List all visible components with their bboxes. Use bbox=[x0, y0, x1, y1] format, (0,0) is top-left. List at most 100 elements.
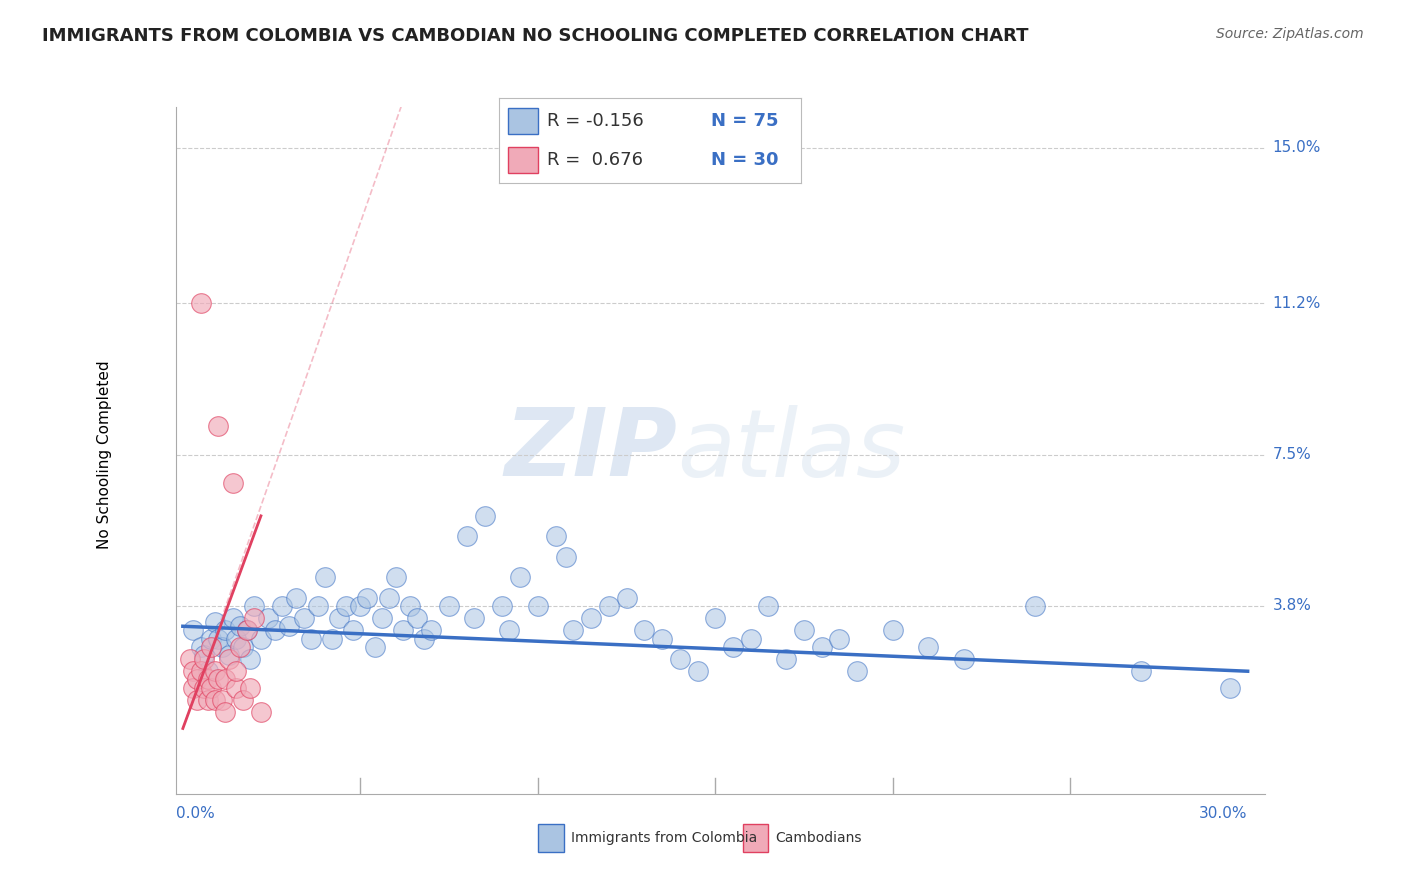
Point bbox=[292, 611, 315, 625]
Point bbox=[190, 640, 212, 654]
Text: R = -0.156: R = -0.156 bbox=[547, 112, 644, 130]
Point bbox=[232, 640, 254, 654]
Point bbox=[271, 599, 294, 613]
Text: N = 30: N = 30 bbox=[710, 151, 779, 169]
Point bbox=[437, 599, 460, 613]
Point bbox=[200, 681, 222, 695]
Point bbox=[197, 693, 219, 707]
Point bbox=[285, 591, 308, 605]
Text: R =  0.676: R = 0.676 bbox=[547, 151, 644, 169]
Point bbox=[740, 632, 762, 646]
Point bbox=[377, 591, 399, 605]
Text: N = 75: N = 75 bbox=[710, 112, 779, 130]
Text: 0.0%: 0.0% bbox=[176, 806, 215, 822]
Point bbox=[225, 664, 247, 679]
Point bbox=[828, 632, 851, 646]
Point bbox=[235, 624, 257, 638]
Point bbox=[264, 624, 287, 638]
Point bbox=[1219, 681, 1241, 695]
Point bbox=[278, 619, 301, 633]
Point bbox=[616, 591, 638, 605]
Point bbox=[204, 664, 226, 679]
Point bbox=[207, 673, 229, 687]
Point bbox=[704, 611, 727, 625]
Point bbox=[509, 570, 531, 584]
Bar bbox=[508, 147, 538, 173]
Point bbox=[218, 652, 240, 666]
Point bbox=[917, 640, 939, 654]
Point bbox=[392, 624, 415, 638]
Text: No Schooling Completed: No Schooling Completed bbox=[97, 360, 112, 549]
Point bbox=[307, 599, 329, 613]
Point bbox=[183, 664, 205, 679]
Point bbox=[370, 611, 392, 625]
Point bbox=[526, 599, 548, 613]
Point bbox=[668, 652, 690, 666]
Point bbox=[651, 632, 673, 646]
Point bbox=[579, 611, 602, 625]
Point bbox=[775, 652, 797, 666]
Point bbox=[250, 705, 273, 719]
Point bbox=[214, 705, 236, 719]
Point bbox=[190, 664, 212, 679]
Point bbox=[228, 619, 250, 633]
Point bbox=[882, 624, 904, 638]
Point bbox=[211, 693, 233, 707]
Text: atlas: atlas bbox=[678, 405, 905, 496]
Point bbox=[498, 624, 520, 638]
Point bbox=[204, 615, 226, 630]
Point bbox=[186, 693, 208, 707]
Text: 11.2%: 11.2% bbox=[1272, 296, 1320, 310]
Point bbox=[349, 599, 371, 613]
Point bbox=[225, 681, 247, 695]
Point bbox=[221, 611, 243, 625]
Point bbox=[420, 624, 443, 638]
Point bbox=[186, 673, 208, 687]
Point bbox=[200, 640, 222, 654]
Point bbox=[183, 624, 205, 638]
Point bbox=[598, 599, 620, 613]
Text: Cambodians: Cambodians bbox=[776, 831, 862, 845]
Point bbox=[228, 640, 250, 654]
Point bbox=[257, 611, 280, 625]
Point bbox=[385, 570, 408, 584]
Bar bbox=[742, 824, 768, 852]
Point bbox=[211, 640, 233, 654]
Point bbox=[193, 648, 215, 662]
Point bbox=[562, 624, 585, 638]
Point bbox=[207, 632, 229, 646]
Point bbox=[243, 611, 266, 625]
Text: Source: ZipAtlas.com: Source: ZipAtlas.com bbox=[1216, 27, 1364, 41]
Point bbox=[214, 624, 236, 638]
Point bbox=[356, 591, 378, 605]
Point bbox=[399, 599, 422, 613]
Text: 3.8%: 3.8% bbox=[1272, 599, 1312, 614]
Point bbox=[221, 476, 243, 491]
Text: 15.0%: 15.0% bbox=[1272, 140, 1320, 155]
Text: ZIP: ZIP bbox=[505, 404, 678, 497]
Point bbox=[299, 632, 322, 646]
Point bbox=[197, 673, 219, 687]
Point bbox=[235, 624, 257, 638]
Bar bbox=[508, 108, 538, 134]
Point bbox=[463, 611, 485, 625]
Point bbox=[250, 632, 273, 646]
Point bbox=[846, 664, 869, 679]
Point bbox=[633, 624, 655, 638]
Point bbox=[406, 611, 429, 625]
Point bbox=[179, 652, 201, 666]
Point bbox=[1130, 664, 1153, 679]
Point bbox=[239, 681, 262, 695]
Point bbox=[204, 693, 226, 707]
Point bbox=[335, 599, 357, 613]
Point bbox=[793, 624, 815, 638]
Point bbox=[413, 632, 436, 646]
Point bbox=[758, 599, 780, 613]
Point bbox=[193, 652, 215, 666]
Point bbox=[218, 648, 240, 662]
Point bbox=[810, 640, 832, 654]
Point bbox=[1024, 599, 1046, 613]
Point bbox=[239, 652, 262, 666]
Text: IMMIGRANTS FROM COLOMBIA VS CAMBODIAN NO SCHOOLING COMPLETED CORRELATION CHART: IMMIGRANTS FROM COLOMBIA VS CAMBODIAN NO… bbox=[42, 27, 1029, 45]
Point bbox=[363, 640, 385, 654]
